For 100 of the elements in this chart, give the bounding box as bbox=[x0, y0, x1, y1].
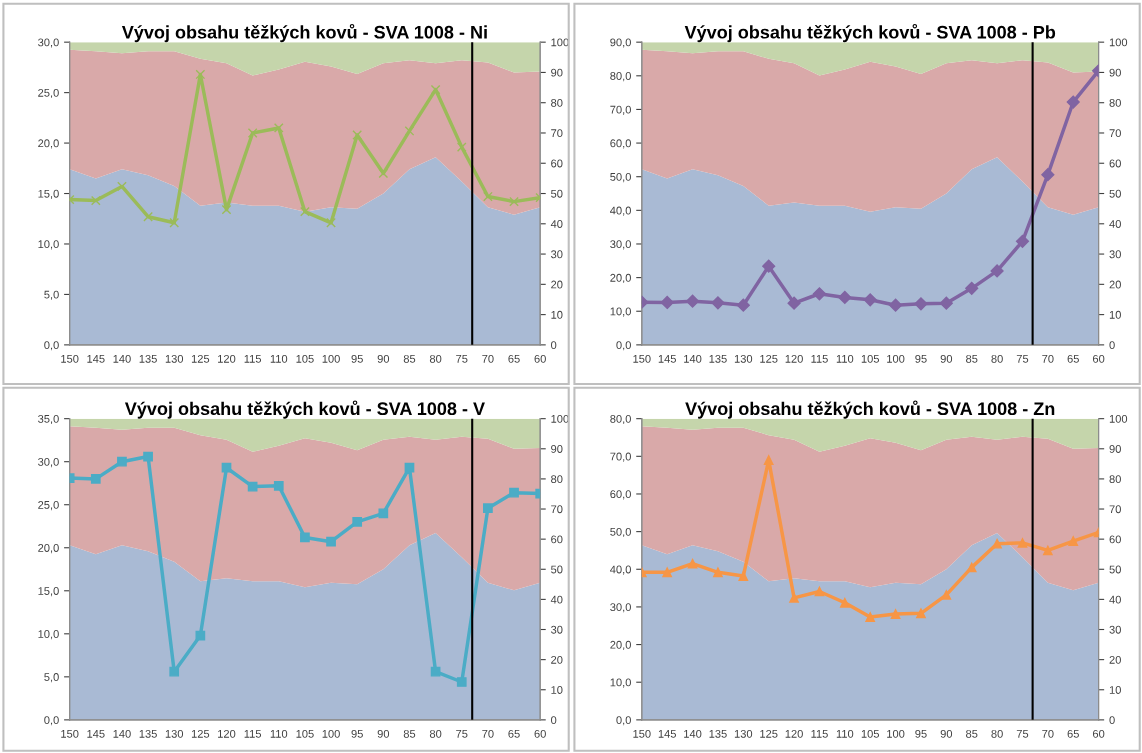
x-tick-label: 140 bbox=[684, 729, 702, 738]
x-tick-label: 135 bbox=[709, 729, 727, 738]
y-tick-label: 90,0 bbox=[610, 38, 631, 48]
y2-tick-label: 0 bbox=[551, 716, 557, 724]
point bbox=[1017, 538, 1028, 548]
y2-tick-label: 60 bbox=[1109, 159, 1121, 168]
point bbox=[143, 211, 153, 222]
x-tick-label: 115 bbox=[811, 730, 828, 738]
y-tick-label: 25,0 bbox=[38, 88, 59, 99]
x-tick-label: 105 bbox=[296, 354, 314, 363]
y-tick-label: 35,0 bbox=[38, 414, 59, 425]
x-tick-label: 135 bbox=[139, 729, 157, 738]
y2-tick-label: 50 bbox=[1109, 565, 1121, 574]
y2-tick-label: 80 bbox=[1109, 98, 1121, 107]
x-tick-label: 140 bbox=[113, 729, 131, 738]
y2-tick-label: 90 bbox=[551, 445, 563, 453]
x-tick-label: 125 bbox=[191, 729, 210, 738]
x-tick-label: 130 bbox=[734, 729, 753, 738]
y2-tick-label: 70 bbox=[1109, 129, 1121, 138]
y-tick-label: 70,0 bbox=[610, 452, 631, 462]
y2-tick-label: 20 bbox=[551, 655, 563, 664]
y-tick-label: 60,0 bbox=[610, 490, 631, 500]
point bbox=[456, 142, 467, 152]
y-tick-label: 30,0 bbox=[610, 240, 631, 250]
y-tick-label: 5,0 bbox=[44, 673, 59, 683]
point bbox=[660, 295, 674, 310]
x-tick-label: 150 bbox=[61, 729, 79, 738]
y2-tick-label: 20 bbox=[551, 280, 563, 289]
y2-tick-label: 20 bbox=[1109, 655, 1121, 664]
point bbox=[509, 487, 519, 498]
chart-title: Vývoj obsahu těžkých kovů - SVA 1008 - Pb bbox=[684, 23, 1056, 43]
point bbox=[966, 562, 977, 573]
x-tick-label: 95 bbox=[915, 354, 927, 363]
y-tick-label: 0,0 bbox=[44, 341, 59, 351]
x-tick-label: 80 bbox=[991, 354, 1003, 363]
x-tick-label: 75 bbox=[456, 730, 468, 738]
point bbox=[300, 206, 310, 217]
x-tick-label: 100 bbox=[322, 729, 340, 738]
y2-tick-label: 30 bbox=[1109, 250, 1121, 259]
point bbox=[169, 666, 180, 677]
y-tick-label: 0,0 bbox=[44, 716, 59, 726]
x-tick-label: 110 bbox=[270, 354, 288, 363]
y2-tick-label: 70 bbox=[1109, 505, 1121, 514]
point bbox=[687, 558, 698, 569]
point bbox=[378, 508, 389, 519]
x-tick-label: 120 bbox=[785, 354, 803, 363]
y-tick-label: 10,0 bbox=[610, 307, 631, 317]
y2-tick-label: 100 bbox=[1109, 38, 1128, 47]
x-tick-label: 150 bbox=[633, 729, 651, 738]
x-tick-label: 150 bbox=[633, 354, 651, 363]
y-tick-label: 10,0 bbox=[38, 240, 59, 250]
point bbox=[787, 296, 801, 310]
y-tick-label: 20,0 bbox=[610, 273, 631, 284]
y2-tick-label: 10 bbox=[551, 686, 563, 694]
chart-title: Vývoj obsahu těžkých kovů - SVA 1008 - V bbox=[124, 400, 485, 419]
point bbox=[117, 181, 127, 192]
y2-tick-label: 30 bbox=[551, 250, 563, 259]
point bbox=[195, 630, 206, 641]
y2-tick-label: 70 bbox=[551, 505, 563, 514]
x-tick-label: 125 bbox=[760, 354, 778, 363]
point bbox=[941, 590, 952, 600]
chart-title: Vývoj obsahu těžkých kovů - SVA 1008 - Ni bbox=[121, 23, 487, 43]
point bbox=[1041, 168, 1055, 182]
x-tick-label: 60 bbox=[1092, 729, 1105, 738]
point bbox=[352, 130, 363, 140]
point bbox=[378, 168, 389, 179]
y-tick-label: 10,0 bbox=[610, 678, 631, 688]
y-tick-label: 70,0 bbox=[610, 105, 631, 115]
y2-tick-label: 0 bbox=[551, 341, 557, 350]
x-tick-label: 70 bbox=[1042, 354, 1054, 363]
point bbox=[914, 297, 928, 311]
y2-tick-label: 30 bbox=[551, 625, 563, 634]
y2-tick-label: 50 bbox=[551, 189, 563, 198]
x-tick-label: 90 bbox=[940, 729, 953, 738]
point bbox=[713, 567, 723, 578]
point bbox=[300, 532, 310, 543]
y2-tick-label: 40 bbox=[550, 595, 563, 604]
y-tick-label: 0,0 bbox=[616, 341, 631, 351]
x-tick-label: 65 bbox=[508, 729, 520, 738]
point bbox=[939, 296, 953, 310]
point bbox=[662, 567, 673, 578]
point bbox=[990, 264, 1004, 278]
x-tick-label: 65 bbox=[508, 354, 520, 363]
x-tick-label: 145 bbox=[87, 355, 105, 363]
y2-tick-label: 0 bbox=[1109, 341, 1115, 350]
point bbox=[247, 481, 258, 492]
y-tick-label: 25,0 bbox=[38, 500, 59, 511]
y-tick-label: 15,0 bbox=[38, 189, 59, 199]
y-tick-label: 80,0 bbox=[610, 414, 631, 425]
x-tick-label: 110 bbox=[836, 354, 854, 363]
x-tick-label: 120 bbox=[218, 729, 236, 738]
y-tick-label: 0,0 bbox=[616, 716, 631, 726]
x-tick-label: 70 bbox=[1042, 729, 1054, 738]
point bbox=[1068, 536, 1079, 546]
y2-tick-label: 80 bbox=[551, 98, 563, 107]
x-tick-label: 130 bbox=[734, 354, 753, 363]
x-tick-label: 100 bbox=[322, 354, 340, 363]
x-tick-label: 130 bbox=[165, 354, 184, 363]
point bbox=[404, 126, 415, 136]
point bbox=[483, 503, 493, 514]
